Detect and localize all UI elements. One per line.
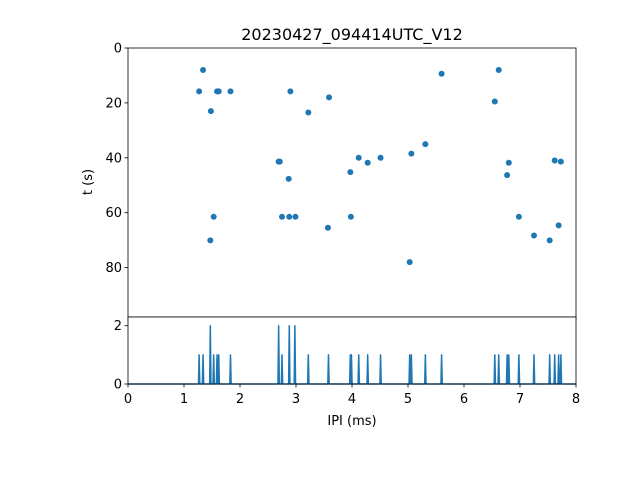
x-tick-label: 1 — [180, 392, 188, 407]
scatter-point — [495, 66, 502, 73]
scatter-plot-area — [128, 48, 576, 317]
scatter-point — [546, 237, 553, 244]
scatter-point — [287, 88, 294, 95]
y-tick-label: 0 — [114, 42, 122, 57]
scatter-point — [326, 94, 333, 101]
scatter-point — [491, 98, 498, 105]
y-tick-label: 60 — [105, 206, 122, 221]
scatter-y-ticks: 0 20 40 60 80 — [105, 42, 128, 276]
y-tick-label: 0 — [114, 378, 122, 393]
scatter-point — [286, 213, 293, 220]
y-tick-label: 2 — [114, 319, 122, 334]
scatter-point — [207, 237, 214, 244]
scatter-point — [324, 224, 331, 231]
scatter-point — [347, 169, 354, 176]
scatter-point — [515, 213, 522, 220]
x-axis-label-ipi: IPI (ms) — [327, 414, 376, 429]
x-tick-label: 0 — [124, 392, 132, 407]
scatter-point — [276, 158, 283, 165]
chart-title: 20230427_094414UTC_V12 — [241, 25, 463, 45]
scatter-point — [355, 154, 362, 161]
histogram-frame — [127, 316, 577, 385]
scatter-point — [408, 150, 415, 157]
y-tick-label: 80 — [105, 261, 122, 276]
scatter-point — [364, 159, 371, 166]
scatter-point — [504, 172, 511, 179]
x-tick-label: 3 — [292, 392, 300, 407]
x-tick-label: 2 — [236, 392, 244, 407]
x-tick-label: 5 — [404, 392, 412, 407]
scatter-point — [347, 213, 354, 220]
histogram-x-ticks: 0 1 2 3 4 5 6 7 8 — [124, 384, 580, 407]
scatter-point — [207, 108, 214, 115]
scatter-points — [196, 66, 564, 266]
x-tick-label: 6 — [460, 392, 468, 407]
scatter-point — [406, 259, 413, 266]
scatter-point — [555, 222, 562, 229]
scatter-point — [557, 158, 564, 165]
x-tick-label: 7 — [516, 392, 524, 407]
histogram-y-ticks: 02 — [114, 319, 128, 393]
scatter-point — [551, 157, 558, 164]
scatter-point — [305, 109, 312, 116]
scatter-point — [215, 88, 222, 95]
scatter-point — [292, 213, 299, 220]
scatter-point — [505, 159, 512, 166]
x-tick-label: 8 — [572, 392, 580, 407]
scatter-point — [200, 66, 207, 73]
scatter-point — [377, 154, 384, 161]
y-tick-label: 40 — [105, 151, 122, 166]
x-tick-label: 4 — [348, 392, 356, 407]
scatter-point — [210, 213, 217, 220]
scatter-point — [438, 70, 445, 77]
scatter-point — [422, 141, 429, 148]
scatter-point — [285, 175, 292, 182]
scatter-panel: 0 20 40 60 80 20230427_094414UTC_V12 t (s) — [81, 25, 577, 321]
scatter-point — [196, 88, 203, 95]
scatter-point — [227, 88, 234, 95]
scatter-point — [279, 213, 285, 220]
y-tick-label: 20 — [105, 96, 122, 111]
scatter-point — [531, 232, 537, 239]
y-axis-label-time: t (s) — [81, 169, 96, 195]
